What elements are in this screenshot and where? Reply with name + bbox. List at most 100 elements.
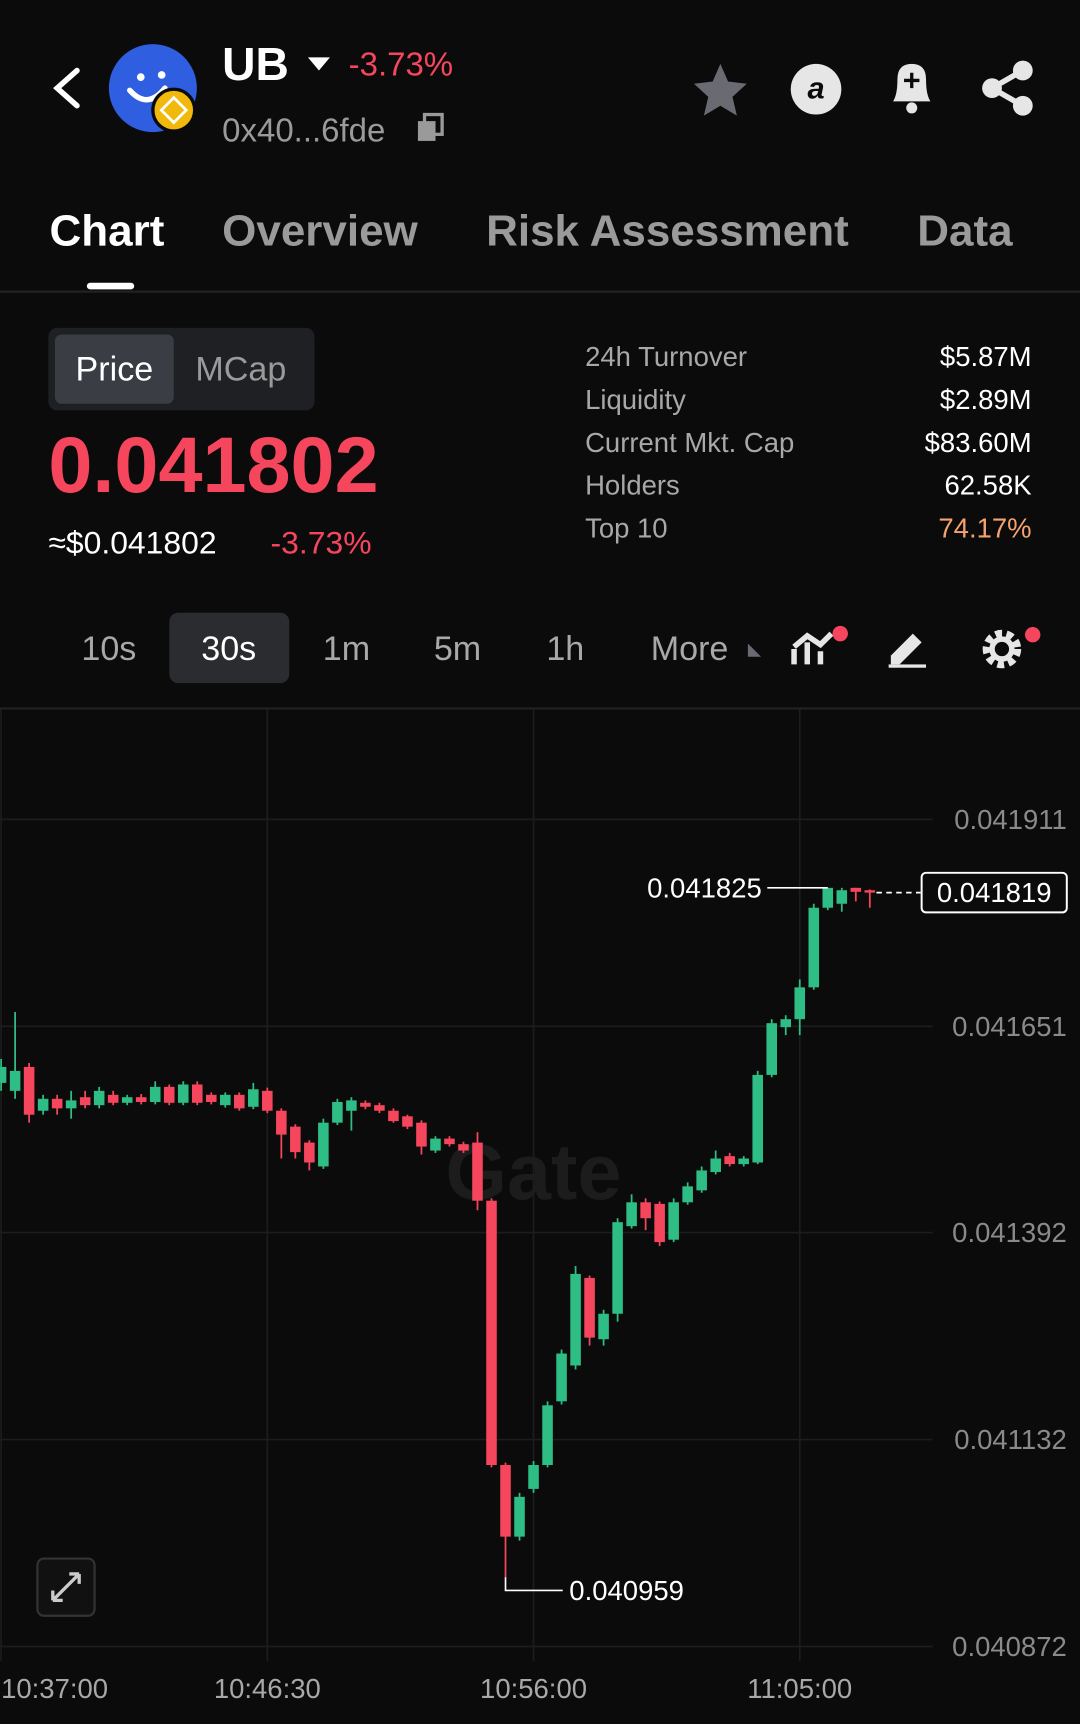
candle-body (710, 1158, 721, 1173)
alert-icon[interactable] (893, 63, 931, 114)
candle-body (808, 907, 820, 988)
last-price-box (920, 871, 1068, 914)
tab[interactable]: Chart (49, 207, 164, 256)
candle-body (640, 1202, 651, 1219)
usd-price: ≈$0.041802 (48, 524, 216, 560)
interval[interactable]: More (651, 630, 729, 668)
candle-body (93, 1090, 105, 1106)
interval[interactable]: 10s (81, 630, 136, 668)
candle-body (163, 1086, 175, 1103)
tab[interactable]: Data (917, 207, 1013, 256)
candle-body (262, 1090, 273, 1111)
candle-body (416, 1122, 427, 1147)
candle-body (794, 987, 806, 1020)
copy-icon[interactable] (417, 112, 444, 141)
y-tick-label: 0.040872 (952, 1631, 1067, 1662)
candle-body (682, 1186, 693, 1203)
candle-body (472, 1142, 483, 1201)
stat-label: Liquidity (585, 384, 686, 415)
favorite-icon[interactable] (693, 63, 747, 116)
price-change: -3.73% (271, 524, 372, 560)
candle-body (346, 1100, 357, 1111)
candle-body (276, 1110, 287, 1135)
stat-label: Holders (585, 470, 680, 501)
interval[interactable]: 5m (434, 630, 481, 668)
candle-body (752, 1074, 763, 1163)
header-change: -3.73% (349, 45, 454, 82)
x-tick-label: 10:37:00 (1, 1673, 108, 1704)
toggle-option[interactable]: MCap (195, 351, 286, 389)
candle-body (458, 1144, 469, 1151)
candle-body (598, 1313, 609, 1340)
tab[interactable]: Overview (222, 207, 418, 256)
candle-body (290, 1126, 301, 1153)
toggle-active (54, 334, 174, 404)
toggle-option[interactable]: Price (76, 351, 154, 389)
low-marker (504, 1577, 563, 1592)
symbol-dropdown[interactable] (307, 57, 330, 71)
candle-body (822, 887, 834, 908)
stat-value: 62.58K (944, 470, 1032, 501)
candle-body (528, 1464, 539, 1489)
stats: 24h Turnover $5.87M Liquidity $2.89M Current… (585, 341, 1032, 544)
candle-body (836, 890, 848, 904)
candle-body (850, 887, 862, 892)
current-price: 0.041802 (48, 420, 378, 509)
indicators-icon[interactable] (791, 625, 848, 665)
ai-icon[interactable]: a (790, 63, 842, 115)
y-tick-label: 0.041911 (954, 804, 1067, 835)
candle-body (304, 1142, 315, 1163)
tab[interactable]: Risk Assessment (486, 207, 849, 256)
interval-active (169, 612, 290, 684)
settings-icon[interactable] (982, 627, 1041, 669)
stat-value: $5.87M (940, 341, 1032, 372)
low-label: 0.040959 (569, 1575, 684, 1606)
back-button[interactable] (53, 67, 80, 109)
candle-body (612, 1222, 623, 1314)
candle-body (177, 1084, 189, 1103)
candle-body (9, 1070, 21, 1091)
candle-body (864, 890, 876, 893)
token-avatar (108, 44, 197, 133)
candle-body (724, 1156, 735, 1165)
candle-body (0, 1066, 7, 1083)
candle-body (430, 1138, 441, 1151)
candle-body (220, 1094, 231, 1106)
draw-icon[interactable] (888, 633, 927, 668)
stat-value: $2.89M (940, 384, 1032, 415)
x-tick-label: 11:05:00 (747, 1673, 852, 1704)
tab-indicator (86, 282, 135, 290)
candle-body (766, 1023, 778, 1075)
stat-value: 74.17% (938, 513, 1031, 544)
interval[interactable]: 1h (546, 630, 584, 668)
candle-body (107, 1094, 119, 1103)
y-tick-label: 0.041392 (952, 1217, 1067, 1248)
candle-body (738, 1158, 749, 1165)
candle-body (374, 1105, 385, 1111)
expand-button[interactable] (36, 1557, 96, 1617)
candle-body (65, 1100, 77, 1109)
interval[interactable]: 1m (323, 630, 370, 668)
y-tick-label: 0.041651 (952, 1011, 1067, 1042)
interval[interactable]: 30s (201, 630, 256, 668)
candle-body (556, 1353, 567, 1402)
candle-body (500, 1464, 511, 1537)
high-label: 0.041825 (647, 872, 762, 903)
y-tick-label: 0.041132 (954, 1424, 1067, 1455)
share-icon[interactable] (982, 60, 1033, 116)
candle-body (570, 1273, 581, 1366)
token-symbol[interactable]: UB (222, 38, 289, 90)
candle-body (191, 1084, 203, 1103)
candle-body (486, 1200, 497, 1465)
candle-body (234, 1094, 245, 1109)
candle-body (696, 1170, 707, 1191)
contract-address: 0x40...6fde (222, 111, 385, 148)
candle-body (654, 1203, 665, 1243)
candle-body (149, 1086, 161, 1102)
candle-body (205, 1094, 217, 1102)
candle-body (388, 1110, 399, 1122)
stat-label: Top 10 (585, 513, 668, 544)
